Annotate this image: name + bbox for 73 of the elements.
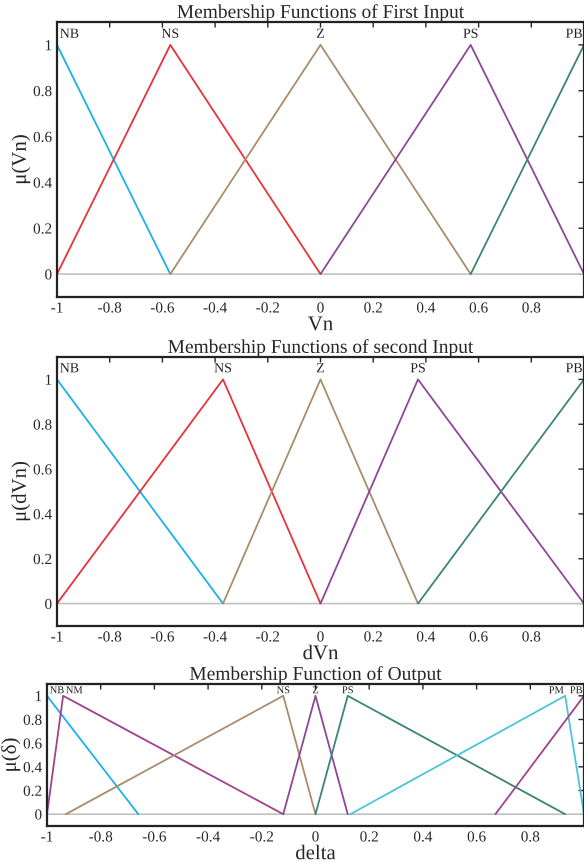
x-tick-label: -0.2 — [256, 631, 280, 642]
y-tick-label: 0.6 — [34, 464, 52, 475]
x-tick-label: -0.8 — [98, 631, 122, 642]
y-tick-label: 0 — [45, 269, 52, 280]
x-tick-label: 0.4 — [416, 302, 436, 313]
x-tick-label: -0.6 — [150, 631, 174, 642]
x-tick-label: 0.4 — [416, 631, 436, 642]
x-tick-label: -1 — [41, 831, 52, 842]
y-tick-label: 0.2 — [34, 223, 52, 234]
series-label: NS — [214, 363, 232, 372]
x-tick-label: -0.8 — [89, 831, 112, 842]
y-axis-title: μ(δ) — [1, 738, 20, 771]
x-tick-label: 0 — [317, 631, 324, 642]
y-tick-label: 0.6 — [24, 738, 42, 749]
series-label: Z — [316, 28, 324, 38]
y-axis-title: μ(Vn) — [11, 135, 30, 184]
x-tick-label: -0.6 — [142, 831, 166, 842]
x-tick-label: -0.4 — [196, 831, 220, 842]
y-tick-label: 0.4 — [34, 509, 52, 520]
y-tick-label: 0.6 — [34, 132, 52, 142]
y-tick-label: 0.8 — [24, 714, 42, 726]
y-tick-label: 0.4 — [24, 762, 42, 772]
series-label: PB — [566, 28, 582, 38]
series-label: PB — [566, 363, 582, 372]
series-label: PS — [410, 363, 425, 372]
series-label: PB — [570, 686, 582, 694]
y-tick-label: 0.4 — [34, 178, 52, 188]
y-tick-label: 0.2 — [34, 554, 52, 564]
series-label: NM — [66, 686, 82, 694]
x-axis-title: delta — [296, 844, 336, 860]
x-tick-label: 0.2 — [364, 631, 382, 642]
series-label: PM — [549, 686, 564, 694]
x-axis-title: dVn — [303, 644, 338, 660]
x-tick-label: 0.2 — [360, 831, 378, 842]
series-label: NS — [276, 686, 290, 694]
x-tick-label: 0.8 — [521, 831, 540, 842]
y-tick-label: 1 — [46, 40, 52, 50]
series-label: NB — [50, 686, 64, 694]
y-axis-title: μ(dVn) — [11, 462, 30, 520]
x-tick-label: -0.2 — [250, 831, 274, 842]
x-tick-label: -1 — [51, 302, 62, 312]
y-tick-label: 0 — [45, 598, 52, 610]
x-tick-label: 0.6 — [470, 302, 488, 313]
x-tick-label: -1 — [51, 631, 62, 642]
series-label: Z — [316, 363, 324, 372]
x-tick-label: 0 — [312, 831, 319, 842]
x-tick-label: 0.6 — [468, 831, 486, 842]
y-tick-label: 1 — [46, 374, 52, 385]
chart-title: Membership Function of Output — [190, 666, 442, 684]
series-label: PS — [342, 686, 353, 694]
x-tick-label: 0.8 — [522, 302, 540, 313]
x-tick-label: -0.6 — [150, 302, 174, 313]
series-label: PS — [463, 28, 478, 38]
chart-title: Membership Functions of First Input — [177, 4, 464, 22]
x-tick-label: -0.8 — [98, 302, 122, 313]
y-tick-label: 0.8 — [34, 419, 52, 430]
x-tick-label: 0 — [317, 302, 324, 313]
y-tick-label: 1 — [36, 691, 42, 702]
y-tick-label: 0.8 — [34, 86, 52, 96]
chart-title: Membership Functions of second Input — [168, 339, 474, 357]
series-label: NB — [60, 28, 78, 38]
y-tick-label: 0 — [35, 809, 42, 820]
x-tick-label: -0.4 — [204, 302, 227, 313]
x-tick-label: 0.4 — [414, 831, 432, 842]
x-tick-label: 0.6 — [470, 631, 488, 642]
x-tick-label: 0.2 — [364, 302, 382, 313]
x-tick-label: -0.4 — [204, 631, 227, 642]
series-label: NS — [162, 28, 178, 38]
y-tick-label: 0.2 — [24, 786, 42, 796]
x-axis-title: Vn — [308, 316, 333, 330]
series-label: NB — [60, 363, 78, 372]
x-tick-label: -0.2 — [256, 302, 280, 313]
x-tick-label: 0.8 — [522, 631, 540, 642]
